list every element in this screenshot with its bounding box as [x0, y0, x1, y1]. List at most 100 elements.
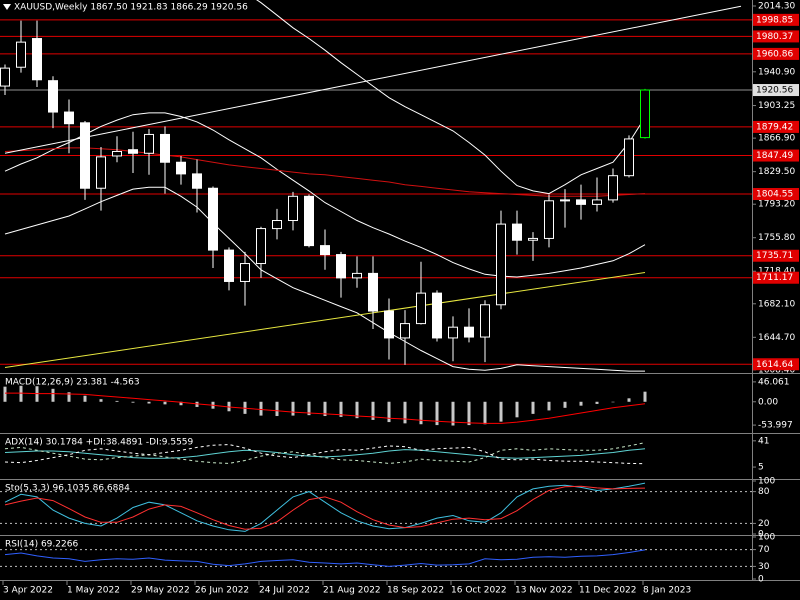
current-price-box [753, 84, 799, 97]
macd-bar [579, 401, 583, 406]
panel-plot [0, 482, 752, 532]
candle-body [288, 195, 298, 222]
indicator-line [4, 186, 645, 372]
candle-body [16, 41, 26, 68]
macd-bar [419, 401, 423, 425]
macd-bar [163, 401, 167, 405]
level-label: 1614.64 [756, 360, 793, 370]
x-tick-label: 24 Jul 2022 [259, 586, 310, 596]
candle-body [112, 150, 122, 157]
macd-bar [611, 401, 615, 403]
x-tick-label: 16 Oct 2022 [451, 586, 507, 596]
level-label-box [753, 149, 799, 162]
candle-body [192, 173, 202, 189]
macd-bar [499, 401, 503, 422]
level-label-box [753, 120, 799, 133]
y-tick-label: 1644.70 [758, 333, 795, 343]
y-tick-label: 1866.90 [758, 134, 795, 144]
macd-bar [19, 385, 23, 402]
x-tick-label: 13 Nov 2022 [515, 586, 573, 596]
candle-body [272, 220, 282, 230]
macd-bar [179, 401, 183, 406]
level-label: 1980.37 [756, 32, 793, 42]
candle-body [240, 263, 250, 282]
macd-bar [595, 401, 599, 404]
level-label: 1711.17 [756, 273, 793, 283]
indicator-line [4, 485, 646, 530]
candle-body [592, 199, 602, 205]
panel-plot [3, 385, 647, 426]
candle-body [448, 326, 458, 339]
panel-title: MACD(12,26,9) 23.381 -4.563 [5, 378, 140, 388]
candle-body [496, 223, 506, 306]
candle-body [144, 133, 154, 154]
x-tick-label: 29 May 2022 [131, 586, 190, 596]
macd-bar [115, 400, 119, 402]
macd-bar [355, 401, 359, 419]
level-label-box [753, 47, 799, 60]
macd-bar [291, 401, 295, 416]
candle-body [224, 249, 234, 282]
macd-bar [435, 401, 439, 426]
candle-body [464, 326, 474, 338]
candle-body [512, 223, 522, 241]
y-tick-label: 20 [758, 519, 770, 529]
candle-body [608, 175, 618, 201]
level-label-box [753, 358, 799, 371]
candle-body [576, 199, 586, 205]
macd-bar [99, 399, 103, 402]
level-label: 1879.42 [756, 122, 793, 132]
level-label: 1804.55 [756, 190, 793, 200]
y-tick-label: 1793.20 [758, 200, 795, 210]
macd-bar [627, 398, 631, 402]
candle-body [256, 228, 266, 265]
frame [0, 0, 800, 581]
level-label: 1735.71 [756, 251, 793, 261]
y-tick-label: 80 [758, 487, 770, 497]
candle-body [176, 161, 186, 175]
indicator-line [4, 5, 742, 154]
y-tick-label: 1682.10 [758, 299, 795, 309]
indicator-line [4, 147, 646, 197]
indicator-line [5, 392, 646, 424]
macd-bar [131, 401, 135, 403]
macd-bar [339, 401, 343, 417]
candle-body [32, 38, 42, 81]
indicator-line [256, 0, 646, 195]
menu-arrow [3, 4, 11, 10]
candle-body [640, 89, 650, 139]
candle-body [416, 292, 426, 325]
candle-body [400, 323, 410, 339]
candle-body [432, 292, 442, 339]
panel-title: RSI(14) 69.2266 [5, 540, 78, 550]
y-tick-label: 1903.25 [758, 101, 795, 111]
panel-title: ADX(14) 30.1784 +DI:38.4891 -DI:9.5559 [5, 438, 194, 448]
y-tick-label: 0 [758, 575, 764, 585]
x-tick-label: 3 Apr 2022 [3, 586, 53, 596]
level-label-box [753, 188, 799, 201]
macd-bar [547, 401, 551, 411]
y-tick-label: -53.997 [758, 421, 793, 431]
indicator-line [4, 443, 646, 465]
x-tick-label: 21 Aug 2022 [323, 586, 381, 596]
level-label: 1960.86 [756, 49, 793, 59]
macd-bar [51, 388, 55, 402]
indicator-line [4, 448, 646, 459]
macd-bar [451, 401, 455, 426]
candle-body [480, 304, 490, 338]
indicator-line [4, 112, 646, 278]
macd-bar [563, 401, 567, 408]
macd-bar [515, 401, 519, 418]
panel-plot [4, 442, 646, 465]
candle-body [80, 122, 90, 189]
panel-plot [0, 549, 752, 567]
candle-body [304, 195, 314, 247]
y-tick-label: 1608.40 [758, 365, 795, 375]
macd-bar [323, 401, 327, 417]
candle-body [208, 187, 218, 251]
y-tick-label: 1940.90 [758, 67, 795, 77]
panel-title: Sto(5,3,3) 96.1035 86.6884 [5, 484, 130, 494]
indicator-line [4, 442, 646, 464]
x-tick-label: 11 Dec 2022 [579, 586, 637, 596]
